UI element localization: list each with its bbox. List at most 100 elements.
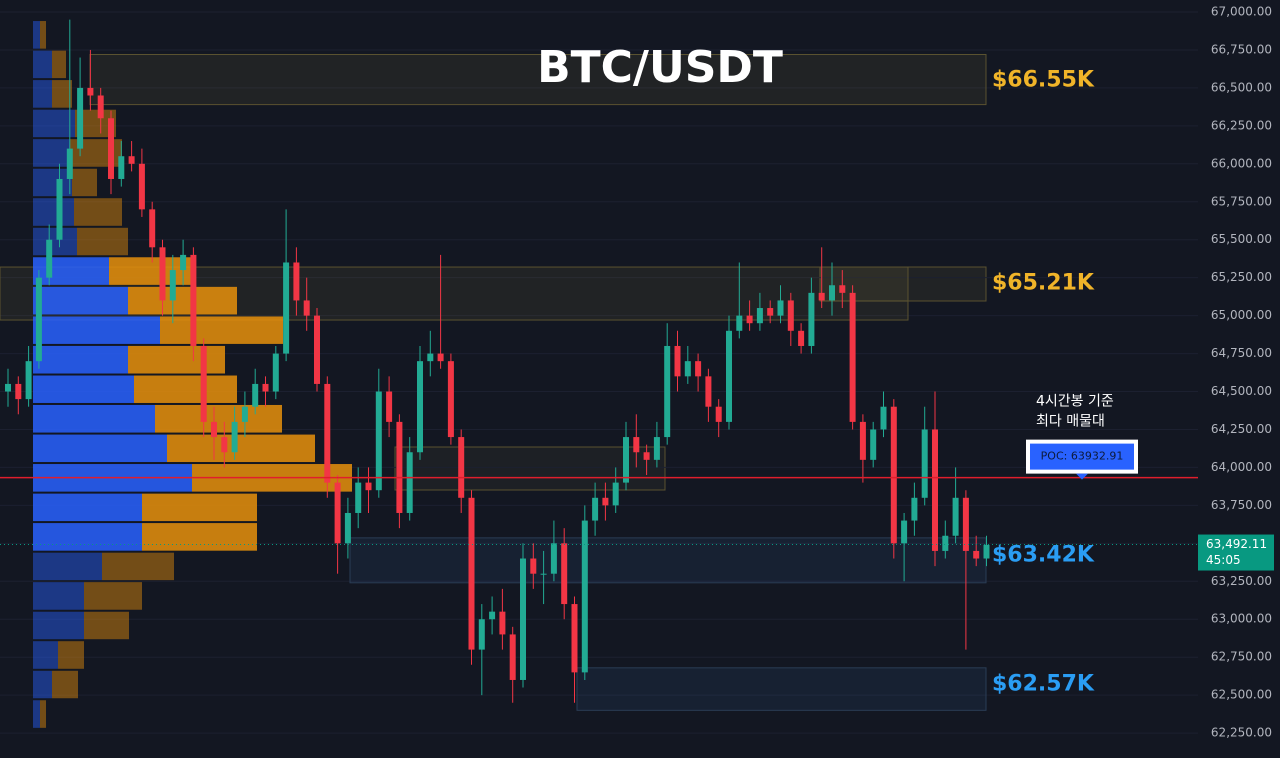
profile-buy (33, 139, 70, 167)
candle-body (314, 315, 320, 384)
candle-body (293, 262, 300, 301)
candle-body (623, 437, 629, 483)
zone-label: $62.57K (992, 672, 1095, 697)
profile-buy (33, 582, 84, 610)
profile-sell (52, 80, 72, 108)
candle-body (684, 361, 691, 377)
candle-body (25, 361, 32, 400)
candle-body (231, 421, 238, 453)
candle-body (921, 429, 928, 498)
profile-sell (109, 257, 193, 285)
y-tick-label: 66,000.00 (1211, 156, 1272, 170)
candle-body (942, 535, 949, 551)
candle-body (767, 308, 774, 316)
candle-body (602, 497, 609, 506)
profile-sell (74, 198, 122, 226)
candle-body (581, 520, 588, 673)
candle-body (808, 292, 815, 346)
profile-buy (33, 109, 75, 138)
candle-body (437, 353, 444, 362)
y-tick-label: 63,750.00 (1211, 498, 1272, 512)
poc-note: 최다 매물대 (1036, 414, 1105, 430)
y-tick-label: 65,000.00 (1211, 308, 1272, 322)
poc-box (1030, 443, 1134, 470)
candle-body (15, 383, 22, 400)
profile-buy (33, 50, 52, 79)
profile-buy (33, 641, 58, 669)
profile-sell (40, 700, 46, 728)
y-tick-label: 65,500.00 (1211, 232, 1272, 246)
candle-body (324, 383, 331, 483)
candle-body (962, 497, 969, 551)
profile-sell (128, 286, 237, 315)
candle-body (149, 209, 156, 248)
profile-sell (128, 345, 225, 374)
profile-buy (33, 227, 77, 256)
candle-body (303, 300, 310, 316)
zone (349, 537, 987, 584)
y-tick-label: 63,000.00 (1211, 612, 1272, 626)
profile-sell (142, 493, 257, 522)
y-tick-label: 63,250.00 (1211, 574, 1272, 588)
profile-sell (160, 316, 283, 344)
y-tick-label: 65,250.00 (1211, 270, 1272, 284)
candle-body (35, 277, 42, 362)
zone-label: $63.42K (992, 542, 1095, 567)
profile-buy (33, 611, 84, 640)
candle-body (550, 543, 557, 574)
candle-body (334, 482, 341, 544)
profile-buy (33, 404, 155, 433)
profile-buy (33, 670, 52, 699)
y-tick-label: 64,750.00 (1211, 346, 1272, 360)
candle-body (952, 497, 959, 536)
candle-body (468, 497, 475, 650)
candle-body (592, 497, 599, 521)
candle-body (530, 558, 537, 574)
profile-buy (33, 168, 72, 197)
profile-sell (167, 434, 315, 463)
candle-body (880, 406, 887, 430)
candle-body (5, 383, 11, 392)
profile-sell (142, 523, 257, 551)
grid: 67,000.00 66,750.00 66,500.00 66,250.00 66,0… (0, 4, 1272, 740)
profile-buy (33, 523, 142, 551)
candle-body (983, 544, 990, 559)
poc-label: POC: 63932.91 (1041, 450, 1124, 463)
candle-body (211, 421, 217, 438)
candle-body (406, 452, 413, 513)
candle-body (417, 361, 423, 453)
profile-buy (33, 375, 134, 403)
last-price-box (1198, 534, 1274, 571)
profile-buy (33, 345, 128, 374)
profile-buy (33, 198, 74, 226)
y-tick-label: 62,750.00 (1211, 650, 1272, 664)
candle-body (180, 254, 187, 271)
y-tick-label: 62,500.00 (1211, 688, 1272, 702)
candle-body (272, 353, 279, 392)
candle-body (520, 558, 526, 680)
minor-zone (394, 446, 666, 491)
candle-body (870, 429, 877, 460)
candle-body (56, 178, 63, 240)
zone-label: $65.21K (992, 271, 1095, 296)
y-tick-label: 64,000.00 (1211, 460, 1272, 474)
candle-body (973, 550, 980, 559)
candle-body (355, 482, 362, 513)
profile-sell (52, 50, 66, 79)
candle-body (447, 361, 454, 438)
profile-buy (33, 552, 102, 581)
profile-sell (84, 611, 129, 640)
candle-body (695, 361, 702, 377)
candle-body (787, 300, 794, 331)
profile-sell (134, 375, 237, 403)
candle-body (365, 482, 372, 491)
candle-body (911, 497, 918, 521)
chart-title: BTC/USDT (537, 42, 783, 93)
candle-body (540, 573, 547, 575)
candle-body (169, 270, 176, 301)
candle-body (643, 452, 650, 460)
poc-note: 4시간봉 기준 (1036, 394, 1114, 410)
candle-body (726, 330, 732, 422)
candle-body (798, 330, 805, 346)
